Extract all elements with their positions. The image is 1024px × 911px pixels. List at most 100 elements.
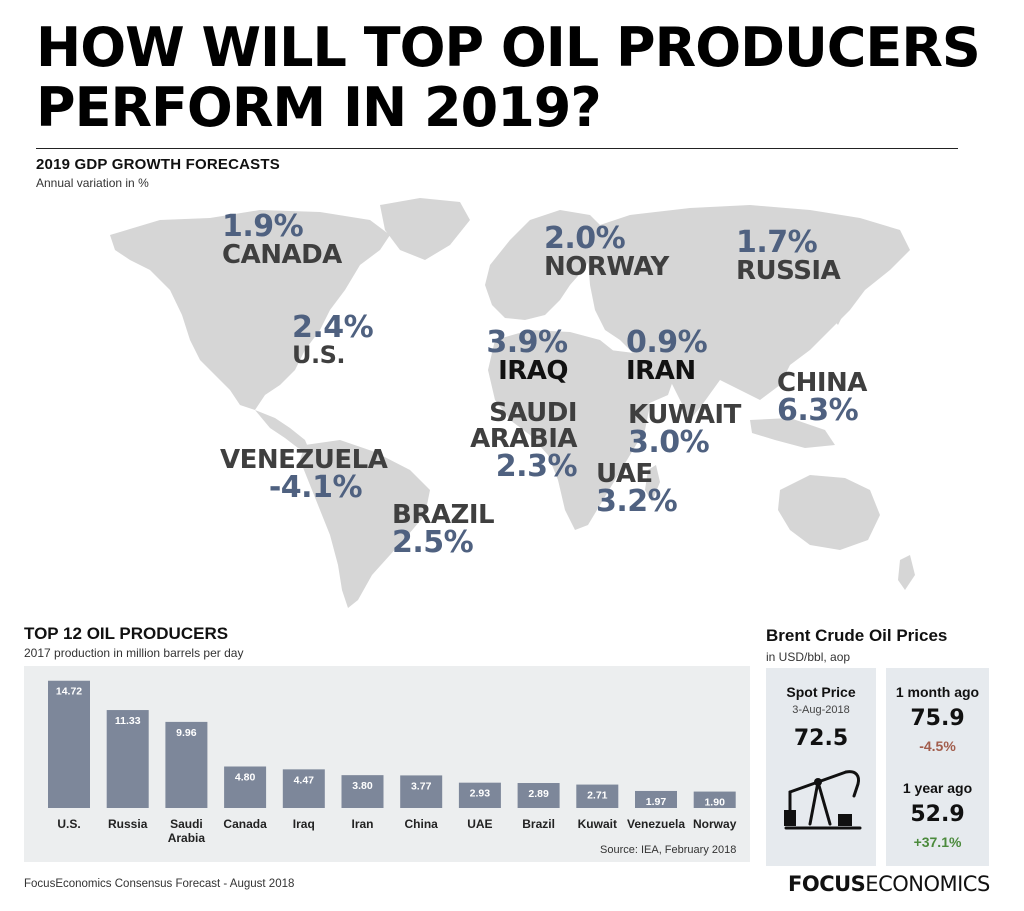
bar-category-label: Saudi: [170, 817, 203, 831]
central-america-shape: [255, 410, 310, 452]
country-china: CHINA 6.3%: [777, 370, 867, 426]
bar-iran: [341, 775, 384, 808]
brand-light: ECONOMICS: [865, 872, 990, 896]
bar-chart-heading: TOP 12 OIL PRODUCERS: [24, 624, 229, 643]
gdp-value: 1.7%: [736, 225, 818, 260]
country-name: SAUDI ARABIA: [470, 398, 577, 454]
map-heading: 2019 GDP GROWTH FORECASTS: [36, 156, 280, 173]
country-iran: 0.9% IRAN: [626, 325, 708, 386]
bar-kuwait: [576, 784, 619, 808]
bar-value-label: 3.80: [352, 780, 373, 792]
country-saudi-arabia: SAUDI ARABIA 2.3%: [393, 400, 577, 482]
japan-shape: [830, 285, 848, 325]
bar-category-label: Iran: [351, 817, 373, 831]
bar-china: [400, 775, 443, 808]
bar-chart-subheading: 2017 production in million barrels per d…: [24, 646, 244, 660]
spot-price-date: 3-Aug-2018: [792, 704, 850, 716]
gdp-value: 2.0%: [544, 221, 626, 256]
country-name: IRAN: [626, 356, 696, 386]
title-line-1: HOW WILL TOP OIL PRODUCERS: [36, 16, 981, 79]
australia-shape: [778, 475, 880, 550]
brand-bold: FOCUS: [788, 872, 866, 896]
historical-price-panel: 1 month ago 75.9 -4.5% 1 year ago 52.9 +…: [886, 668, 989, 866]
gdp-value: 6.3%: [777, 393, 859, 428]
gdp-value: 2.3%: [495, 449, 578, 484]
bar-category-label: Venezuela: [627, 817, 685, 831]
month-ago-value: 75.9: [910, 706, 965, 731]
country-name: UAE: [596, 459, 653, 489]
bar-category-label: Kuwait: [578, 817, 617, 831]
country-kuwait: KUWAIT 3.0%: [628, 402, 741, 458]
bar-category-label: Canada: [223, 817, 267, 831]
brent-heading: Brent Crude Oil Prices: [766, 626, 948, 645]
bar-category-label: China: [405, 817, 439, 831]
bar-value-label: 2.89: [528, 788, 549, 800]
bar-venezuela: [635, 790, 677, 808]
bar-value-label: 1.90: [704, 797, 725, 809]
gdp-value: 0.9%: [626, 325, 708, 360]
bar-u-s-: [48, 680, 90, 808]
country-name: U.S.: [292, 341, 346, 369]
month-ago-label: 1 month ago: [895, 684, 980, 700]
bar-iraq: [282, 769, 325, 808]
bar-value-label: 2.93: [470, 788, 491, 800]
arabia-shape: [610, 350, 675, 405]
bar-norway: [693, 791, 736, 808]
country-canada: 1.9% CANADA: [222, 209, 342, 270]
bar-chart-source: Source: IEA, February 2018: [600, 844, 737, 856]
brand-logo: FOCUSECONOMICS: [788, 872, 990, 896]
month-ago-change: -4.5%: [919, 738, 956, 754]
country-uae: UAE 3.2%: [596, 459, 678, 519]
bar-uae: [458, 782, 501, 808]
country-name: NORWAY: [544, 252, 669, 282]
country-venezuela: VENEZUELA -4.1%: [220, 445, 388, 505]
bar-category-label: U.S.: [57, 817, 80, 831]
title-divider: [36, 148, 958, 149]
gdp-value: 3.9%: [486, 325, 568, 360]
country-name: CHINA: [777, 368, 867, 398]
bar-russia: [106, 710, 149, 808]
bar-value-label: 2.71: [587, 790, 608, 802]
gdp-value: 3.2%: [596, 484, 678, 519]
gdp-value: -4.1%: [268, 470, 363, 505]
country-name: IRAQ: [498, 356, 568, 386]
bar-brazil: [517, 783, 560, 808]
country-iraq: 3.9% IRAQ: [486, 325, 568, 386]
bar-category-label: Norway: [693, 817, 737, 831]
bar-value-label: 4.47: [294, 774, 315, 786]
new-zealand-shape: [898, 555, 915, 590]
greenland-shape: [380, 198, 470, 260]
bar-value-label: 1.97: [646, 796, 667, 808]
bar-category-label: Arabia: [168, 831, 206, 845]
country-name: RUSSIA: [736, 256, 841, 286]
bar-category-label: Iraq: [293, 817, 315, 831]
bar-category-label: Brazil: [522, 817, 555, 831]
africa-shape: [488, 330, 650, 530]
country-name: BRAZIL: [392, 500, 495, 530]
world-map: [110, 198, 915, 608]
gdp-value: 1.9%: [222, 209, 304, 244]
spot-price-panel: Spot Price 3-Aug-2018 72.5: [766, 668, 876, 866]
gdp-value: 2.5%: [392, 525, 474, 560]
country-brazil: BRAZIL 2.5%: [392, 500, 495, 560]
madagascar-shape: [645, 465, 660, 502]
year-ago-value: 52.9: [910, 802, 965, 827]
country-name: KUWAIT: [628, 400, 741, 430]
year-ago-label: 1 year ago: [902, 780, 973, 796]
year-ago-change: +37.1%: [913, 834, 962, 850]
south-america-shape: [300, 440, 430, 608]
bar-value-label: 3.77: [411, 780, 432, 792]
southeast-asia-shape: [750, 418, 835, 448]
country-name: CANADA: [222, 240, 342, 270]
spot-price-label: Spot Price: [786, 684, 856, 700]
country-us: 2.4% U.S.: [292, 313, 374, 369]
bar-category-label: UAE: [467, 817, 492, 831]
bar-value-label: 9.96: [176, 727, 197, 739]
europe-shape: [485, 210, 605, 320]
map-subheading: Annual variation in %: [36, 176, 149, 190]
country-name: VENEZUELA: [220, 445, 388, 475]
spot-price-value: 72.5: [793, 726, 849, 751]
country-norway: 2.0% NORWAY: [544, 221, 669, 282]
asia-shape: [585, 205, 910, 420]
